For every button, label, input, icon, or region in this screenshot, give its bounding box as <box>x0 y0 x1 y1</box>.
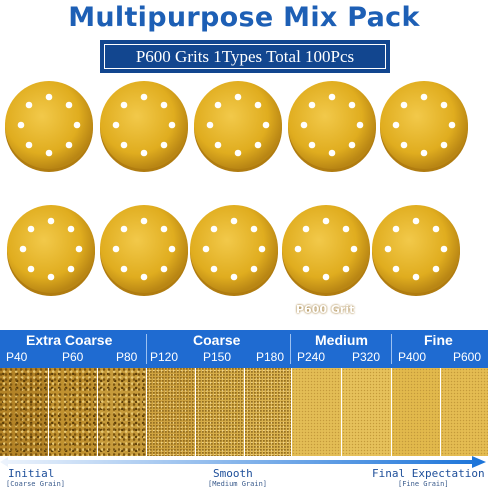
swatch-p40 <box>0 368 48 456</box>
swatch-p80 <box>98 368 146 456</box>
sanding-disc <box>98 80 190 172</box>
swatch-p320 <box>342 368 391 456</box>
scale-end-sub: [Fine Grain] <box>398 480 449 488</box>
grit-p120: P120 <box>150 350 179 364</box>
disc-grit-label: P600 Grit <box>296 303 355 316</box>
swatch-p180 <box>245 368 291 456</box>
sanding-disc <box>378 80 470 172</box>
sanding-disc <box>280 204 372 296</box>
sanding-disc <box>188 204 280 296</box>
swatch-p400 <box>392 368 440 456</box>
category-fine: Fine <box>424 332 453 348</box>
grit-p600: P600 <box>453 350 482 364</box>
progression-arrow <box>0 456 486 468</box>
grit-p150: P150 <box>203 350 232 364</box>
grit-p400: P400 <box>398 350 427 364</box>
grit-p60: P60 <box>62 350 84 364</box>
sanding-disc <box>192 80 284 172</box>
grit-p180: P180 <box>256 350 285 364</box>
category-divider <box>290 334 291 364</box>
scale-end-label: Final Expectation <box>372 467 485 480</box>
grit-p40: P40 <box>6 350 28 364</box>
sandpaper-swatches <box>0 368 488 456</box>
scale-mid-sub: [Medium Grain] <box>208 480 268 488</box>
scale-start-label: Initial <box>8 467 55 480</box>
sanding-disc <box>98 204 190 296</box>
sanding-disc <box>3 80 95 172</box>
subtitle-text: P600 Grits 1Types Total 100Pcs <box>104 44 386 69</box>
category-divider <box>146 334 147 364</box>
grit-p240: P240 <box>297 350 326 364</box>
swatch-p240 <box>292 368 341 456</box>
swatch-p60 <box>49 368 97 456</box>
category-medium: Medium <box>315 332 368 348</box>
swatch-p150 <box>196 368 244 456</box>
category-divider <box>391 334 392 364</box>
swatch-p120 <box>147 368 195 456</box>
grit-category-band: Extra Coarse P40 P60 P80 Coarse P120 P15… <box>0 330 488 368</box>
sanding-disc <box>5 204 97 296</box>
sanding-disc-front <box>370 204 462 296</box>
sanding-discs-group <box>0 78 488 328</box>
sanding-disc <box>286 80 378 172</box>
swatch-p600 <box>441 368 488 456</box>
scale-start-sub: [Coarse Grain] <box>6 480 66 488</box>
category-extra-coarse: Extra Coarse <box>26 332 113 348</box>
subtitle-banner: P600 Grits 1Types Total 100Pcs <box>100 40 390 73</box>
category-coarse: Coarse <box>193 332 241 348</box>
grit-p320: P320 <box>352 350 381 364</box>
page-title: Multipurpose Mix Pack <box>68 2 420 33</box>
grit-p80: P80 <box>116 350 138 364</box>
scale-mid-label: Smooth <box>213 467 253 480</box>
